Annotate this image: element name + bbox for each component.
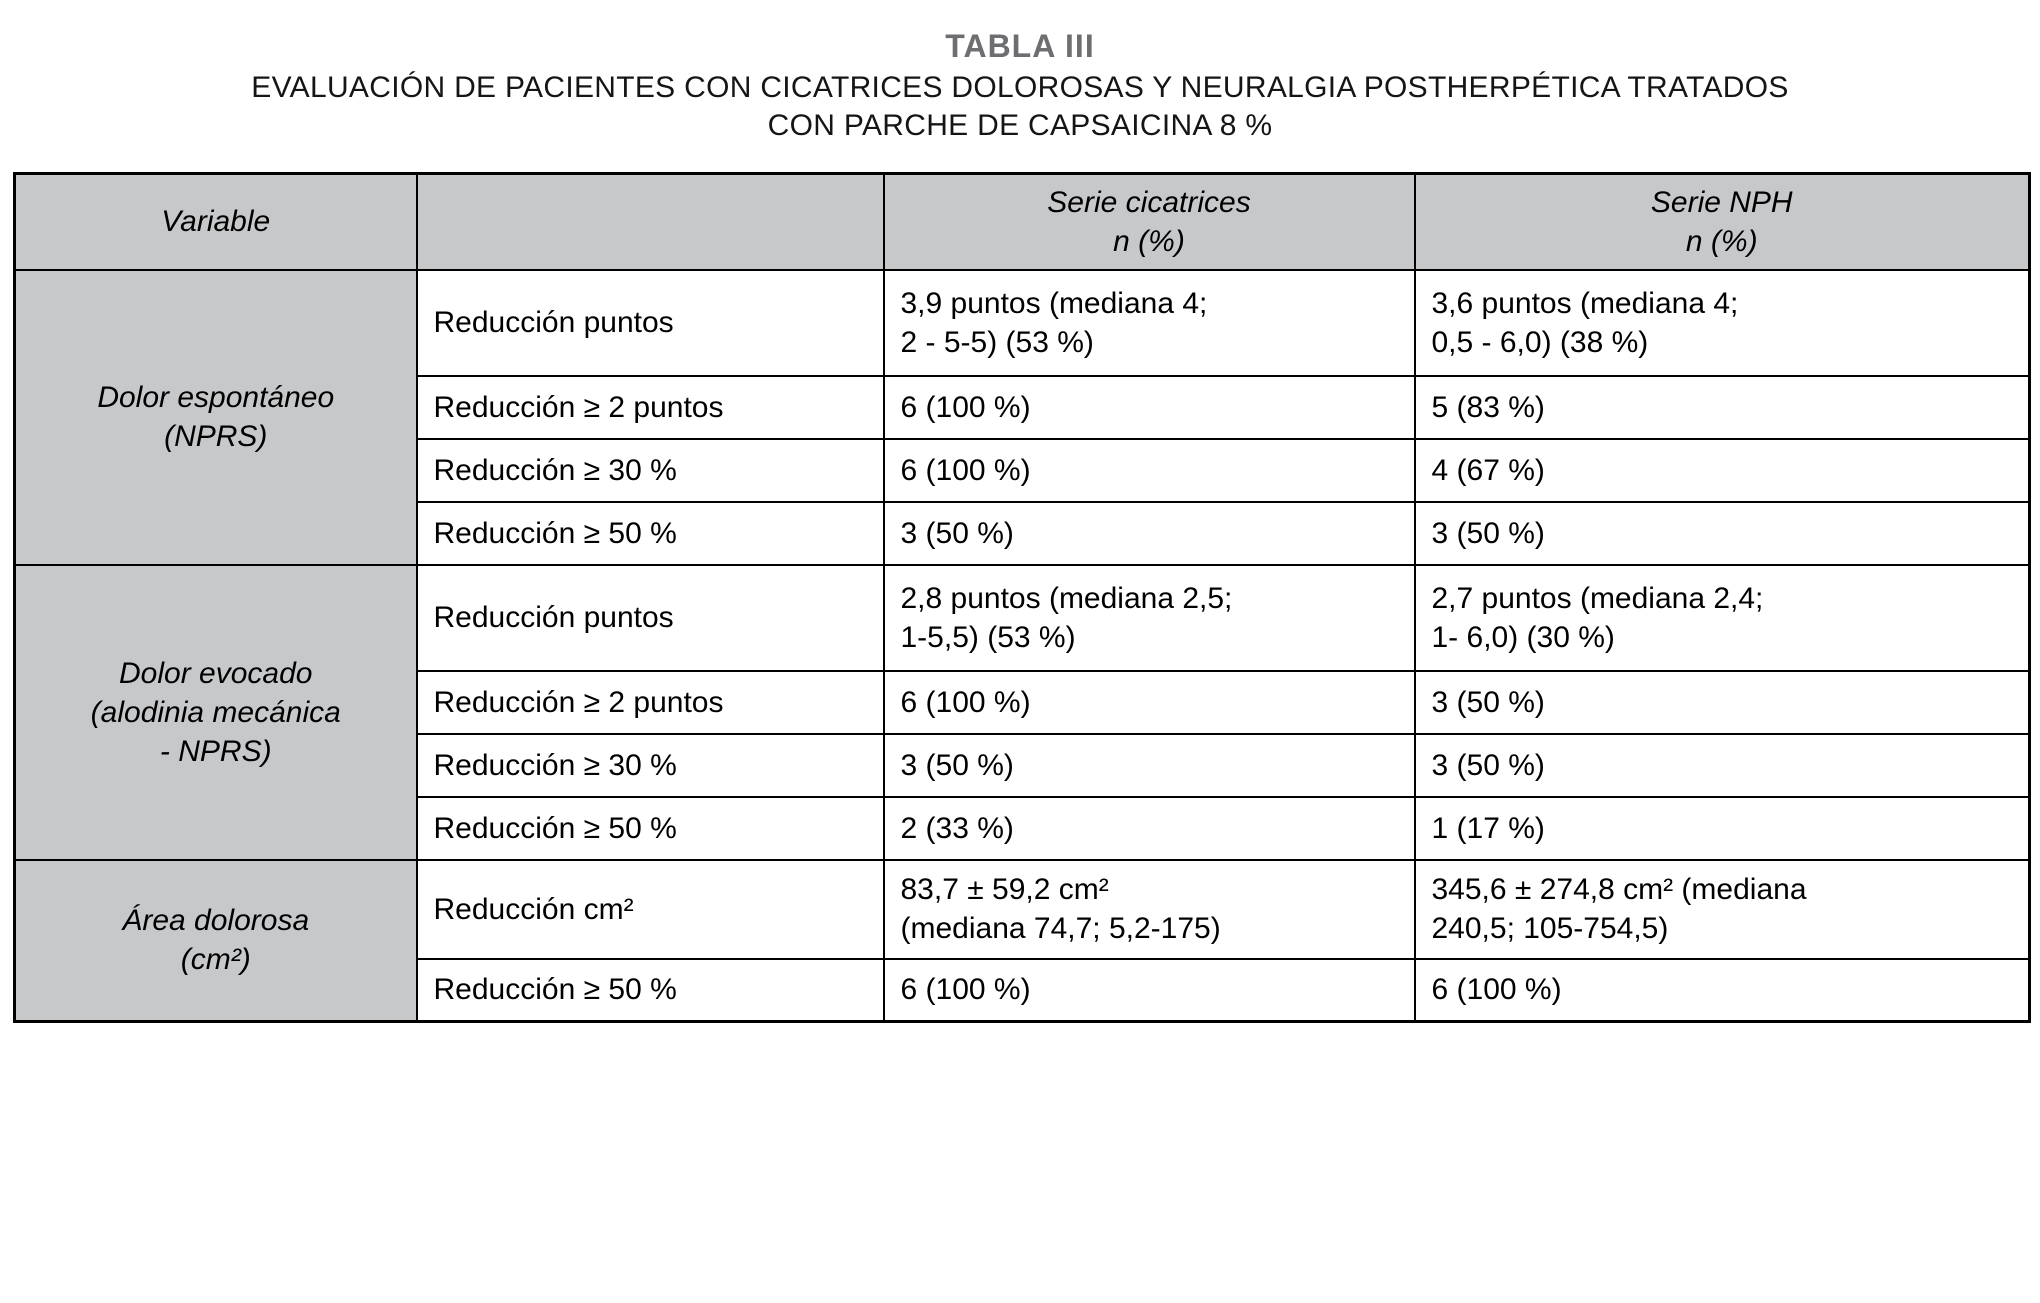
measure-cell: Reducción ≥ 50 % xyxy=(415,500,885,566)
serie-nph-cell: 1 (17 %) xyxy=(1413,795,2031,861)
serie-nph-cell: 345,6 ± 274,8 cm² (mediana 240,5; 105-75… xyxy=(1413,858,2031,960)
table-row: Reducción ≥ 50 % 3 (50 %) 3 (50 %) xyxy=(15,500,2031,566)
header-empty-cell xyxy=(415,172,885,271)
group-label-area-dolorosa: Área dolorosa (cm²) xyxy=(13,858,418,1023)
measure-cell: Reducción puntos xyxy=(415,563,885,672)
table-row: Dolor espontáneo (NPRS) Reducción puntos… xyxy=(13,268,2031,566)
header-serie-cicatrices: Serie cicatrices n (%) xyxy=(882,172,1416,271)
measure-cell: Reducción ≥ 2 puntos xyxy=(415,374,885,440)
measure-cell: Reducción cm² xyxy=(415,858,885,960)
serie-nph-cell: 5 (83 %) xyxy=(1413,374,2031,440)
serie-nph-cell: 4 (67 %) xyxy=(1413,437,2031,503)
serie-nph-cell: 6 (100 %) xyxy=(1413,957,2031,1023)
serie-cicatrices-cell: 6 (100 %) xyxy=(882,437,1416,503)
header-serie-nph: Serie NPH n (%) xyxy=(1413,172,2031,271)
serie-nph-cell: 3 (50 %) xyxy=(1413,732,2031,798)
serie-cicatrices-cell: 6 (100 %) xyxy=(882,374,1416,440)
table-row: Área dolorosa (cm²) Reducción cm² 83,7 ±… xyxy=(13,858,2031,1023)
serie-cicatrices-cell: 2 (33 %) xyxy=(882,795,1416,861)
table-row: Reducción ≥ 2 puntos 6 (100 %) 5 (83 %) xyxy=(15,374,2031,440)
measure-cell: Reducción ≥ 30 % xyxy=(415,437,885,503)
table-row: Reducción ≥ 30 % 6 (100 %) 4 (67 %) xyxy=(15,437,2031,503)
serie-cicatrices-cell: 6 (100 %) xyxy=(882,669,1416,735)
table-row: Reducción ≥ 30 % 3 (50 %) 3 (50 %) xyxy=(15,732,2031,798)
table-row: Reducción ≥ 2 puntos 6 (100 %) 3 (50 %) xyxy=(15,669,2031,735)
group-label-dolor-evocado: Dolor evocado (alodinia mecánica - NPRS) xyxy=(13,563,418,861)
table-row: Dolor evocado (alodinia mecánica - NPRS)… xyxy=(13,563,2031,861)
serie-cicatrices-cell: 3,9 puntos (mediana 4; 2 - 5-5) (53 %) xyxy=(882,268,1416,377)
measure-cell: Reducción puntos xyxy=(415,268,885,377)
caption-line-2: CON PARCHE DE CAPSAICINA 8 % xyxy=(767,109,1273,143)
serie-cicatrices-cell: 2,8 puntos (mediana 2,5; 1-5,5) (53 %) xyxy=(882,563,1416,672)
serie-cicatrices-cell: 3 (50 %) xyxy=(882,500,1416,566)
measure-cell: Reducción ≥ 50 % xyxy=(415,957,885,1023)
group-label-dolor-espontaneo: Dolor espontáneo (NPRS) xyxy=(13,268,418,566)
table-row: Reducción ≥ 50 % 6 (100 %) 6 (100 %) xyxy=(15,957,2031,1023)
caption-line-1: EVALUACIÓN DE PACIENTES CON CICATRICES D… xyxy=(251,70,1789,104)
measure-cell: Reducción ≥ 30 % xyxy=(415,732,885,798)
serie-nph-cell: 3 (50 %) xyxy=(1413,500,2031,566)
serie-cicatrices-cell: 83,7 ± 59,2 cm² (mediana 74,7; 5,2-175) xyxy=(882,858,1416,960)
serie-cicatrices-cell: 6 (100 %) xyxy=(882,957,1416,1023)
measure-cell: Reducción ≥ 2 puntos xyxy=(415,669,885,735)
measure-cell: Reducción ≥ 50 % xyxy=(415,795,885,861)
serie-cicatrices-cell: 3 (50 %) xyxy=(882,732,1416,798)
serie-nph-cell: 3 (50 %) xyxy=(1413,669,2031,735)
header-row: Variable Serie cicatrices n (%) Serie NP… xyxy=(13,172,2031,271)
serie-nph-cell: 2,7 puntos (mediana 2,4; 1- 6,0) (30 %) xyxy=(1413,563,2031,672)
table-caption: TABLA III EVALUACIÓN DE PACIENTES CON CI… xyxy=(0,0,2040,146)
table-number: TABLA III xyxy=(945,28,1095,64)
results-table: Variable Serie cicatrices n (%) Serie NP… xyxy=(13,171,2031,1024)
table-row: Reducción ≥ 50 % 2 (33 %) 1 (17 %) xyxy=(15,795,2031,861)
header-variable: Variable xyxy=(13,172,418,271)
serie-nph-cell: 3,6 puntos (mediana 4; 0,5 - 6,0) (38 %) xyxy=(1413,268,2031,377)
